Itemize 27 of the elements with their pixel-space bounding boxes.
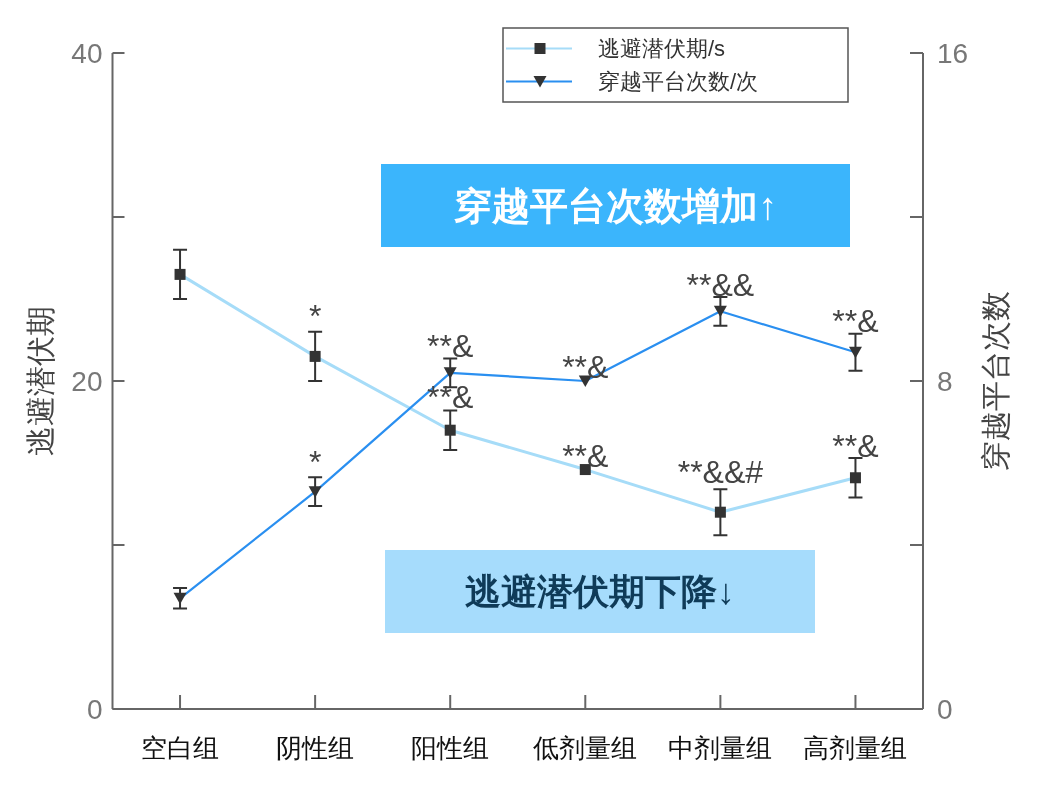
annotation: * xyxy=(308,298,322,335)
annotation: **& xyxy=(562,437,609,474)
annotation: **&&# xyxy=(677,453,764,490)
x-tick-label: 阳性组 xyxy=(411,733,490,763)
annotation: **& xyxy=(832,427,879,464)
annotation: **& xyxy=(427,378,474,415)
x-tick-label: 中剂量组 xyxy=(668,733,773,763)
annotation: **& xyxy=(832,303,879,340)
annotation: **&& xyxy=(686,267,755,303)
x-tick-label: 低剂量组 xyxy=(533,733,638,763)
y2-tick-label: 8 xyxy=(937,365,953,397)
x-tick-label: 高剂量组 xyxy=(803,733,908,763)
annotation: **& xyxy=(427,327,474,364)
annotation: 逃避潜伏期下降↓ xyxy=(465,571,735,612)
y-tick-label: 40 xyxy=(71,37,103,69)
annotation: 穿越平台次数增加↑ xyxy=(454,184,777,227)
y2-axis-title: 穿越平台次数 xyxy=(978,291,1012,471)
legend-label: 穿越平台次数/次 xyxy=(598,69,759,94)
y2-tick-label: 0 xyxy=(937,693,953,725)
annotation: * xyxy=(308,444,322,481)
x-tick-label: 空白组 xyxy=(141,733,220,763)
y2-tick-label: 16 xyxy=(937,37,969,69)
legend-label: 逃避潜伏期/s xyxy=(598,36,726,61)
y-tick-label: 0 xyxy=(86,693,103,725)
y-axis-title: 逃避潜伏期 xyxy=(23,306,57,456)
x-tick-label: 阴性组 xyxy=(276,733,355,763)
y-tick-label: 20 xyxy=(71,365,103,397)
